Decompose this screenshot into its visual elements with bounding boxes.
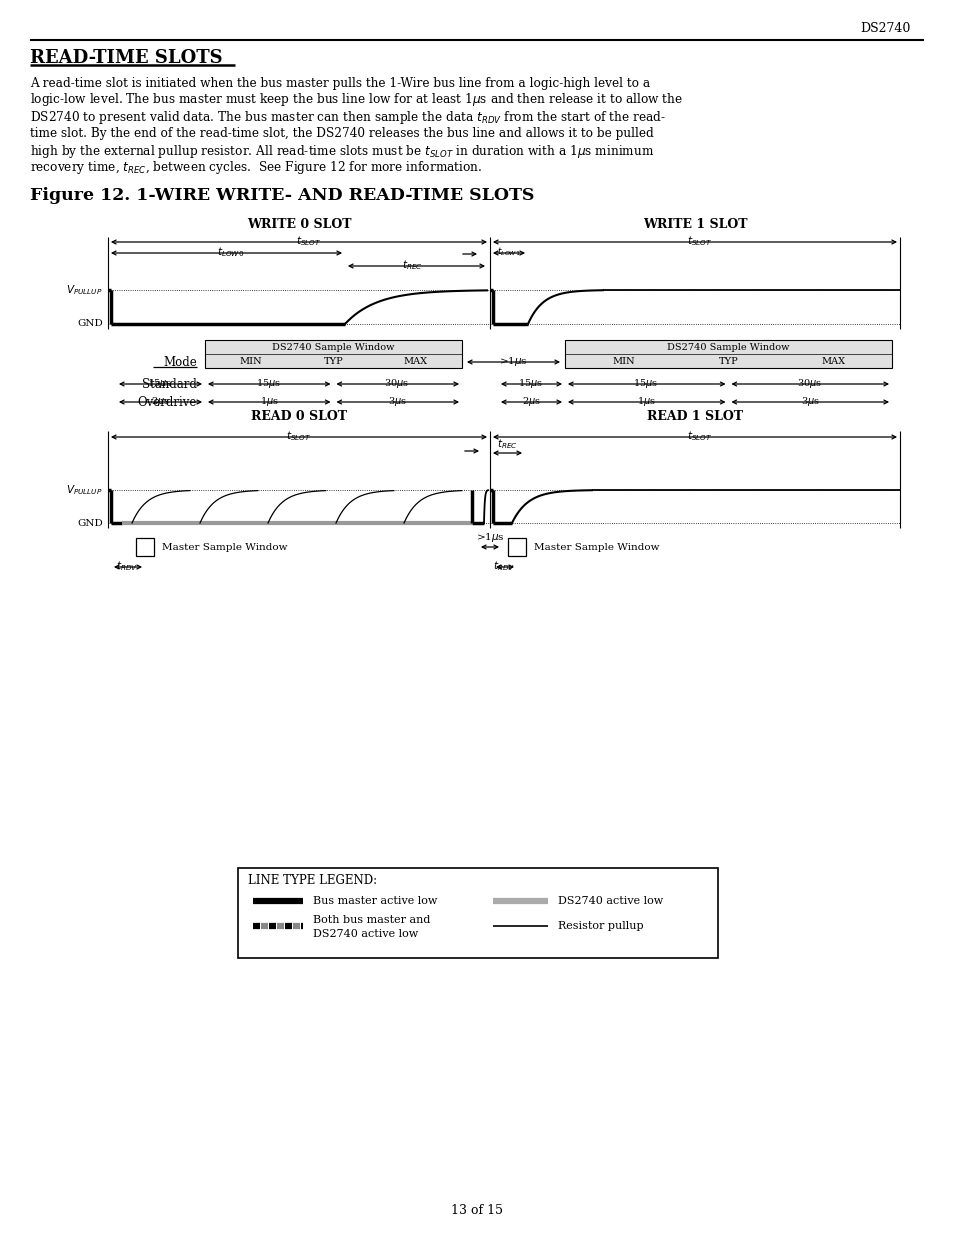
Text: WRITE 1 SLOT: WRITE 1 SLOT	[642, 217, 746, 231]
Text: DS2740 to present valid data. The bus master can then sample the data $t_{RDV}$ : DS2740 to present valid data. The bus ma…	[30, 109, 665, 126]
Bar	[507, 538, 525, 556]
Text: $t_{SLOT}$: $t_{SLOT}$	[286, 429, 312, 443]
Text: READ 1 SLOT: READ 1 SLOT	[646, 410, 742, 424]
Text: DS2740 active low: DS2740 active low	[558, 897, 662, 906]
Text: Overdrive: Overdrive	[137, 395, 196, 409]
Bar	[564, 340, 891, 368]
Text: 13 of 15: 13 of 15	[451, 1203, 502, 1216]
Text: $t_{SLOT}$: $t_{SLOT}$	[296, 235, 321, 248]
Text: 3$\mu$s: 3$\mu$s	[387, 394, 406, 408]
Text: Standard: Standard	[142, 378, 196, 390]
Text: $t_{LOW0}$: $t_{LOW0}$	[217, 245, 244, 259]
Text: DS2740 Sample Window: DS2740 Sample Window	[272, 343, 394, 352]
Text: DS2740: DS2740	[859, 21, 909, 35]
Text: time slot. By the end of the read-time slot, the DS2740 releases the bus line an: time slot. By the end of the read-time s…	[30, 127, 653, 141]
Text: TYP: TYP	[718, 357, 738, 367]
Text: 15$\mu$s: 15$\mu$s	[633, 377, 658, 389]
Text: 2$\mu$s: 2$\mu$s	[521, 394, 540, 408]
Text: 3$\mu$s: 3$\mu$s	[800, 394, 819, 408]
Text: 30$\mu$s: 30$\mu$s	[384, 377, 409, 389]
Text: GND: GND	[77, 320, 103, 329]
Text: READ 0 SLOT: READ 0 SLOT	[251, 410, 347, 424]
Text: MAX: MAX	[403, 357, 427, 367]
Bar	[205, 340, 461, 368]
Text: Figure 12. 1-WIRE WRITE- AND READ-TIME SLOTS: Figure 12. 1-WIRE WRITE- AND READ-TIME S…	[30, 188, 534, 205]
Text: $t_{SLOT}$: $t_{SLOT}$	[686, 235, 712, 248]
Text: >1$\mu$s: >1$\mu$s	[498, 354, 527, 368]
Bar	[237, 868, 718, 958]
Text: 30$\mu$s: 30$\mu$s	[797, 377, 821, 389]
Text: 15$\mu$s: 15$\mu$s	[256, 377, 281, 389]
Text: 1$\mu$s: 1$\mu$s	[636, 394, 655, 408]
Text: MIN: MIN	[240, 357, 262, 367]
Text: GND: GND	[77, 519, 103, 527]
Text: Mode: Mode	[163, 356, 196, 368]
Text: A read-time slot is initiated when the bus master pulls the 1-Wire bus line from: A read-time slot is initiated when the b…	[30, 77, 650, 89]
Text: Master Sample Window: Master Sample Window	[534, 542, 659, 552]
Text: 1$\mu$s: 1$\mu$s	[259, 394, 278, 408]
Text: DS2740 active low: DS2740 active low	[313, 929, 417, 939]
Text: $t_{RDV}$: $t_{RDV}$	[493, 559, 515, 573]
Text: Resistor pullup: Resistor pullup	[558, 921, 643, 931]
Text: $t_{REC}$: $t_{REC}$	[401, 258, 422, 272]
Text: $t_{RDV}$: $t_{RDV}$	[116, 559, 138, 573]
Text: high by the external pullup resistor. All read-time slots must be $t_{SLOT}$ in : high by the external pullup resistor. Al…	[30, 142, 654, 159]
Text: MIN: MIN	[612, 357, 635, 367]
Text: $V_{PULLUP}$: $V_{PULLUP}$	[67, 283, 103, 296]
Text: LINE TYPE LEGEND:: LINE TYPE LEGEND:	[248, 873, 376, 887]
Text: >1$\mu$s: >1$\mu$s	[476, 531, 504, 543]
Text: READ-TIME SLOTS: READ-TIME SLOTS	[30, 49, 222, 67]
Text: $t_{LOW1}$: $t_{LOW1}$	[497, 246, 520, 258]
Text: Bus master active low: Bus master active low	[313, 897, 436, 906]
Text: DS2740 Sample Window: DS2740 Sample Window	[666, 343, 788, 352]
Text: logic-low level. The bus master must keep the bus line low for at least 1$\mu$s : logic-low level. The bus master must kee…	[30, 91, 682, 109]
Text: TYP: TYP	[323, 357, 343, 367]
Text: $t_{REC}$: $t_{REC}$	[497, 437, 517, 451]
Text: 2$\mu$s: 2$\mu$s	[151, 394, 170, 408]
Text: Both bus master and: Both bus master and	[313, 915, 430, 925]
Text: $V_{PULLUP}$: $V_{PULLUP}$	[67, 483, 103, 496]
Text: recovery time, $t_{REC}$, between cycles.  See Figure 12 for more information.: recovery time, $t_{REC}$, between cycles…	[30, 159, 482, 177]
Bar	[136, 538, 153, 556]
Text: MAX: MAX	[821, 357, 844, 367]
Text: 15$\mu$s: 15$\mu$s	[148, 377, 172, 389]
Text: $t_{SLOT}$: $t_{SLOT}$	[686, 429, 712, 443]
Text: Master Sample Window: Master Sample Window	[162, 542, 287, 552]
Text: WRITE 0 SLOT: WRITE 0 SLOT	[247, 217, 351, 231]
Text: 15$\mu$s: 15$\mu$s	[517, 377, 543, 389]
